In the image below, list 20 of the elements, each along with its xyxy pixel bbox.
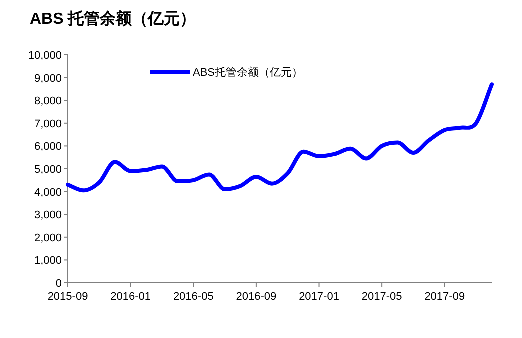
y-tick-label: 2,000 [34, 232, 62, 244]
y-tick-label: 0 [56, 278, 62, 290]
chart-title: ABS 托管余额（亿元） [30, 10, 196, 28]
x-tick-label: 2016-01 [110, 291, 151, 303]
x-tick-label: 2017-01 [299, 291, 340, 303]
y-tick-label: 4,000 [34, 186, 62, 199]
legend-label: ABS托管余额（亿元） [193, 66, 304, 79]
y-tick-label: 7,000 [34, 118, 62, 130]
x-tick-label: 2017-09 [424, 291, 466, 303]
y-tick-label: 5,000 [34, 164, 62, 176]
y-tick-label: 8,000 [34, 96, 62, 108]
y-tick-label: 9,000 [34, 72, 62, 85]
x-tick-label: 2016-05 [173, 291, 214, 303]
x-tick-label: 2016-09 [236, 291, 277, 303]
y-tick-label: 3,000 [34, 210, 62, 222]
y-tick-label: 1,000 [34, 255, 62, 268]
x-tick-label: 2015-09 [48, 291, 88, 303]
y-tick-label: 6,000 [34, 141, 62, 154]
x-tick-label: 2017-05 [362, 291, 402, 303]
y-tick-label: 10,000 [28, 50, 62, 62]
